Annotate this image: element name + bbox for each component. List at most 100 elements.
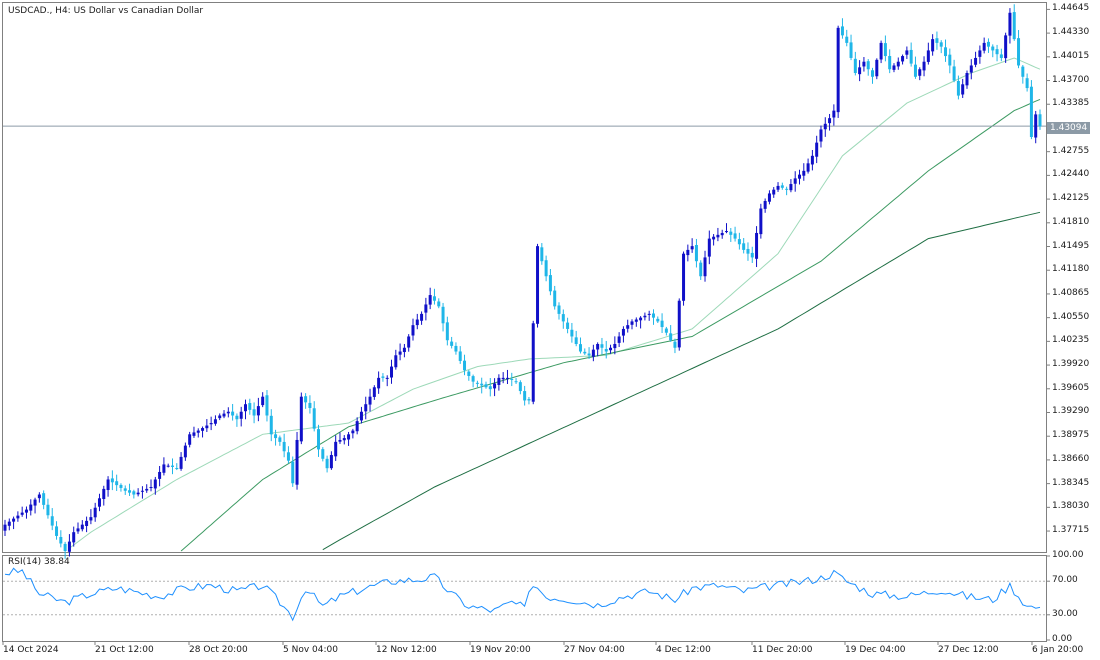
candle-body: [213, 419, 217, 424]
y-tick-label: 1.44330: [1052, 27, 1090, 38]
candle-body: [153, 479, 157, 489]
candle-body: [1029, 86, 1033, 137]
candle-body: [166, 465, 170, 467]
candle-body: [772, 189, 776, 195]
candle-body: [243, 404, 247, 412]
x-tick-label: 19 Dec 04:00: [845, 645, 906, 655]
candle-body: [815, 142, 819, 157]
candle-body: [828, 118, 832, 124]
candle-body: [16, 515, 20, 519]
candle-body: [536, 246, 540, 324]
candle-body: [50, 516, 54, 526]
candle-body: [806, 163, 810, 172]
candle-body: [119, 484, 123, 488]
rsi-y-tick-label: 0.00: [1052, 634, 1073, 644]
y-tick-label: 1.42440: [1052, 169, 1090, 180]
candle-body: [656, 318, 660, 322]
candle-body: [858, 67, 862, 75]
candle-body: [879, 42, 883, 60]
chart-title: USDCAD., H4: US Dollar vs Canadian Dolla…: [8, 6, 204, 16]
candle-body: [789, 184, 793, 191]
candle-body: [733, 233, 737, 239]
candle-body: [325, 458, 329, 469]
candle-body: [853, 58, 857, 74]
current-price-tag: 1.43094: [1047, 122, 1091, 134]
candle-body: [712, 236, 716, 240]
candle-body: [420, 313, 424, 321]
candle-body: [394, 355, 398, 368]
candle-body: [128, 490, 132, 493]
candle-body: [755, 232, 759, 259]
ma-slow-line: [322, 211, 1041, 551]
candle-body: [639, 317, 643, 321]
candle-body: [411, 325, 415, 336]
candle-body: [385, 377, 389, 379]
candle-body: [793, 178, 797, 184]
candle-body: [46, 504, 50, 516]
candle-body: [59, 536, 63, 544]
candle-body: [377, 377, 381, 389]
candle-body: [368, 396, 372, 405]
candle-body: [746, 248, 750, 254]
candle-body: [896, 61, 900, 67]
candle-body: [600, 344, 604, 348]
candle-body: [686, 249, 690, 256]
candle-body: [660, 320, 664, 328]
candle-body: [1008, 12, 1012, 36]
candle-body: [445, 322, 449, 341]
candle-body: [471, 376, 475, 382]
rsi-panel[interactable]: RSI(14) 38.84: [2, 555, 1047, 642]
candle-body: [1025, 78, 1029, 89]
candle-body: [540, 247, 544, 262]
y-tick-label: 1.38345: [1052, 477, 1090, 488]
y-tick-label: 1.44015: [1052, 50, 1090, 61]
x-tick-label: 4 Dec 12:00: [656, 645, 711, 655]
candle-body: [630, 321, 634, 325]
candle-body: [673, 341, 677, 348]
candle-body: [699, 262, 703, 277]
y-tick-label: 1.41810: [1052, 216, 1090, 227]
y-tick-label: 1.42755: [1052, 145, 1090, 156]
candle-body: [1034, 114, 1038, 138]
candle-body: [909, 49, 913, 64]
x-tick-label: 6 Jan 20:00: [1032, 645, 1084, 655]
candle-body: [952, 66, 956, 81]
candle-body: [239, 411, 243, 419]
candle-body: [454, 345, 458, 352]
candle-body: [432, 296, 436, 301]
candle-body: [892, 65, 896, 70]
candle-body: [505, 377, 509, 379]
candle-body: [935, 38, 939, 43]
x-tick-label: 12 Nov 12:00: [376, 645, 437, 655]
x-tick-label: 11 Dec 20:00: [752, 645, 813, 655]
candle-body: [982, 42, 986, 51]
candle-body: [720, 232, 724, 236]
y-tick-label: 1.39290: [1052, 406, 1090, 417]
candle-body: [518, 382, 522, 392]
candle-body: [604, 349, 608, 352]
y-tick-label: 1.39920: [1052, 359, 1090, 370]
candle-body: [102, 488, 106, 500]
candle-body: [969, 65, 973, 73]
candle-body: [226, 411, 230, 414]
ma-mid-line: [180, 98, 1041, 552]
candle-body: [170, 465, 174, 467]
price-chart-panel[interactable]: USDCAD., H4: US Dollar vs Canadian Dolla…: [2, 2, 1047, 553]
x-tick-label: 28 Oct 20:00: [189, 645, 248, 655]
candle-body: [428, 295, 432, 305]
candle-body: [510, 378, 514, 380]
candle-body: [862, 61, 866, 67]
candle-body: [351, 430, 355, 434]
candle-body: [574, 337, 578, 344]
candle-body: [664, 328, 668, 333]
candle-body: [467, 371, 471, 376]
candle-body: [123, 488, 127, 491]
candle-body: [205, 425, 209, 429]
y-tick-label: 1.38975: [1052, 430, 1090, 441]
candle-body: [222, 413, 226, 417]
x-tick-label: 27 Nov 04:00: [564, 645, 625, 655]
y-tick-label: 1.42125: [1052, 193, 1090, 204]
candle-body: [643, 315, 647, 318]
candle-body: [115, 481, 119, 486]
